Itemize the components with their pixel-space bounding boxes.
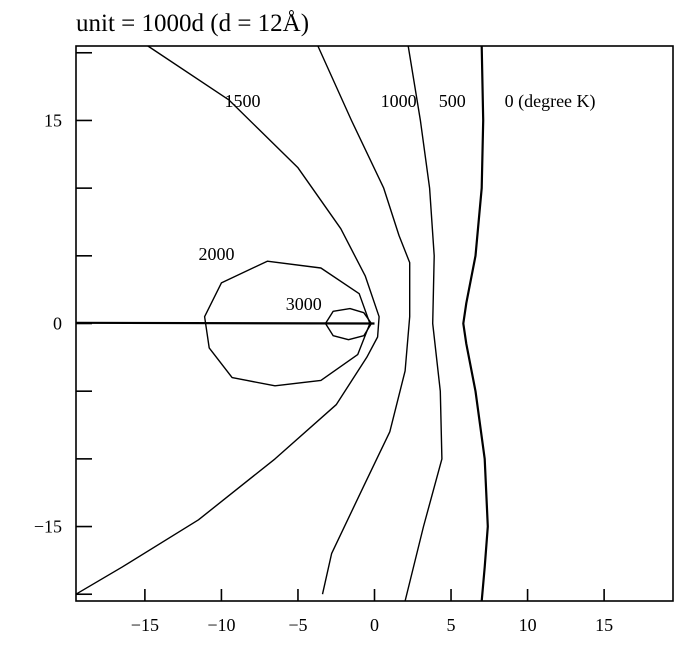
contour-line-500 xyxy=(404,45,443,602)
contour-line-0-degree-k xyxy=(462,45,489,602)
chart-title: unit = 1000d (d = 12Å) xyxy=(76,10,310,37)
x-tick-label: −10 xyxy=(207,615,235,635)
y-tick-label: 15 xyxy=(44,110,62,130)
contour-line-1000 xyxy=(317,45,411,595)
contour-label-1500: 1500 xyxy=(225,91,261,111)
contour-line-1500 xyxy=(75,45,380,595)
x-tick-label: 15 xyxy=(595,615,613,635)
x-tick-label: 10 xyxy=(519,615,537,635)
x-axis: −15 −10 −5 0 5 10 15 xyxy=(131,589,613,635)
x-tick-label: 0 xyxy=(370,615,379,635)
crack-axis-line xyxy=(75,321,375,325)
contour-label-1000: 1000 xyxy=(381,91,417,111)
y-axis: −15 0 15 xyxy=(34,51,92,596)
contour-label-3000: 3000 xyxy=(286,294,322,314)
contour-label-500: 500 xyxy=(439,91,466,111)
x-tick-label: −5 xyxy=(288,615,307,635)
x-tick-label: 5 xyxy=(447,615,456,635)
contour-label-0-degree-k: 0 (degree K) xyxy=(505,91,596,112)
plot-frame xyxy=(75,45,674,602)
x-tick-label: −15 xyxy=(131,615,159,635)
y-tick-label: 0 xyxy=(53,314,62,334)
contour-line-2000 xyxy=(203,260,371,387)
contour-group: 0 (degree K) 500 1000 1500 2000 3000 xyxy=(75,45,596,602)
contour-label-2000: 2000 xyxy=(199,244,235,264)
y-tick-label: −15 xyxy=(34,517,62,537)
